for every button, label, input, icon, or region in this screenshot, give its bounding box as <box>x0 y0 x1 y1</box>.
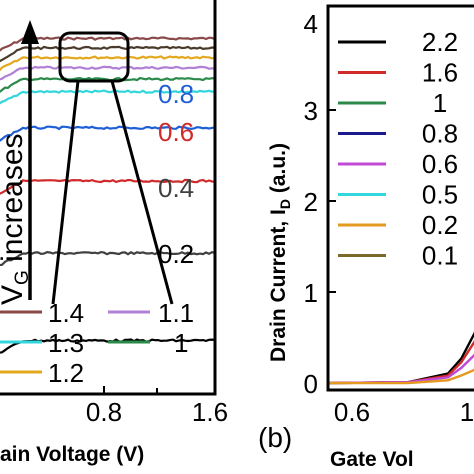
panel-b-xtick-1: 1 <box>460 397 474 427</box>
panel-a-curve-vg-0p9 <box>0 89 216 105</box>
panel-a: VG increases 0.8 0.6 0.4 0.2 1.4 1.1 1.3… <box>0 0 228 466</box>
panel-b-xtick-0p6: 0.6 <box>334 397 370 427</box>
panel-b-curve-vd-2p2 <box>327 331 474 385</box>
panel-a-frame <box>0 0 217 396</box>
vg-arrow-label-v: V <box>0 285 29 305</box>
panel-a-curve-vg-1p3 <box>0 45 216 63</box>
panel-a-curve-vg-1p1 <box>0 65 216 81</box>
panel-b-curve-vd-1p6 <box>327 339 474 385</box>
legend-a-label-1p1: 1.1 <box>158 298 194 328</box>
legend-b-label-1p6: 1.6 <box>422 58 458 88</box>
panel-a-curve-vg-0p8 <box>0 125 216 142</box>
panel-a-legend: 1.4 1.1 1.3 1 1.2 <box>0 298 194 388</box>
vg-arrow-label-sub: G <box>12 270 33 285</box>
zoom-connector-left <box>51 80 80 305</box>
legend-b-label-1: 1 <box>433 88 447 118</box>
panel-b-ylabel-main: Drain Current, I <box>267 209 290 362</box>
panel-b-ytick-0: 0 <box>304 369 318 399</box>
legend-a-label-1: 1 <box>174 328 188 358</box>
panel-b-legend: 2.21.610.80.60.50.20.1 <box>338 27 458 271</box>
panel-b-ytick-2: 2 <box>304 187 318 217</box>
panel-a-curves <box>0 36 216 354</box>
panel-b-ytick-1: 1 <box>304 278 318 308</box>
panel-b-curve-vd-0p6 <box>327 353 474 385</box>
panel-a-tick-1p6: 1.6 <box>192 397 228 427</box>
legend-b-label-0p5: 0.5 <box>422 180 458 210</box>
legend-b-label-2p2: 2.2 <box>422 27 458 57</box>
curve-label-0p8: 0.8 <box>158 79 194 109</box>
panel-a-curve-vg-0p6 <box>0 178 216 195</box>
panel-a-curve-vg-0p4 <box>0 250 216 267</box>
legend-b-label-0p1: 0.1 <box>422 241 458 271</box>
curve-label-0p2: 0.2 <box>158 239 194 269</box>
panel-a-xlabel: ain Voltage (V) <box>0 443 144 466</box>
panel-b-ylabel-sub: D <box>277 199 293 209</box>
zoom-box <box>58 31 130 83</box>
panel-b-curves <box>327 331 474 385</box>
vg-arrow-label: VG increases <box>0 133 33 305</box>
panel-b-ylabel-unit: (a.u.) <box>267 143 290 199</box>
legend-a-label-1p3: 1.3 <box>48 328 84 358</box>
legend-a-label-1p2: 1.2 <box>48 358 84 388</box>
curve-label-0p6: 0.6 <box>158 117 194 147</box>
panel-b-xlabel: Gate Vol <box>330 448 414 471</box>
panel-a-curve-vg-1p0 <box>0 76 216 94</box>
legend-a-label-1p4: 1.4 <box>48 298 84 328</box>
panel-b-ytick-3: 3 <box>304 96 318 126</box>
zoom-connector-right <box>110 80 174 305</box>
vg-arrow-label-rest: increases <box>0 133 29 270</box>
panel-b-label: (b) <box>258 422 292 453</box>
panel-a-curve-vg-1p2 <box>0 55 216 72</box>
panel-a-tick-0p8: 0.8 <box>86 397 122 427</box>
panel-b-frame <box>326 4 474 392</box>
vg-arrow-head <box>21 20 39 44</box>
legend-b-label-0p8: 0.8 <box>422 119 458 149</box>
panel-b-ylabel: Drain Current, ID (a.u.) <box>267 143 293 362</box>
curve-label-0p4: 0.4 <box>158 173 194 203</box>
panel-b-curve-vd-0p2 <box>328 368 474 385</box>
panel-b: Drain Current, ID (a.u.) 0 1 2 3 4 2.21.… <box>258 4 474 471</box>
panel-b-ytick-4: 4 <box>304 9 318 39</box>
legend-b-label-0p2: 0.2 <box>422 210 458 240</box>
legend-b-label-0p6: 0.6 <box>422 149 458 179</box>
